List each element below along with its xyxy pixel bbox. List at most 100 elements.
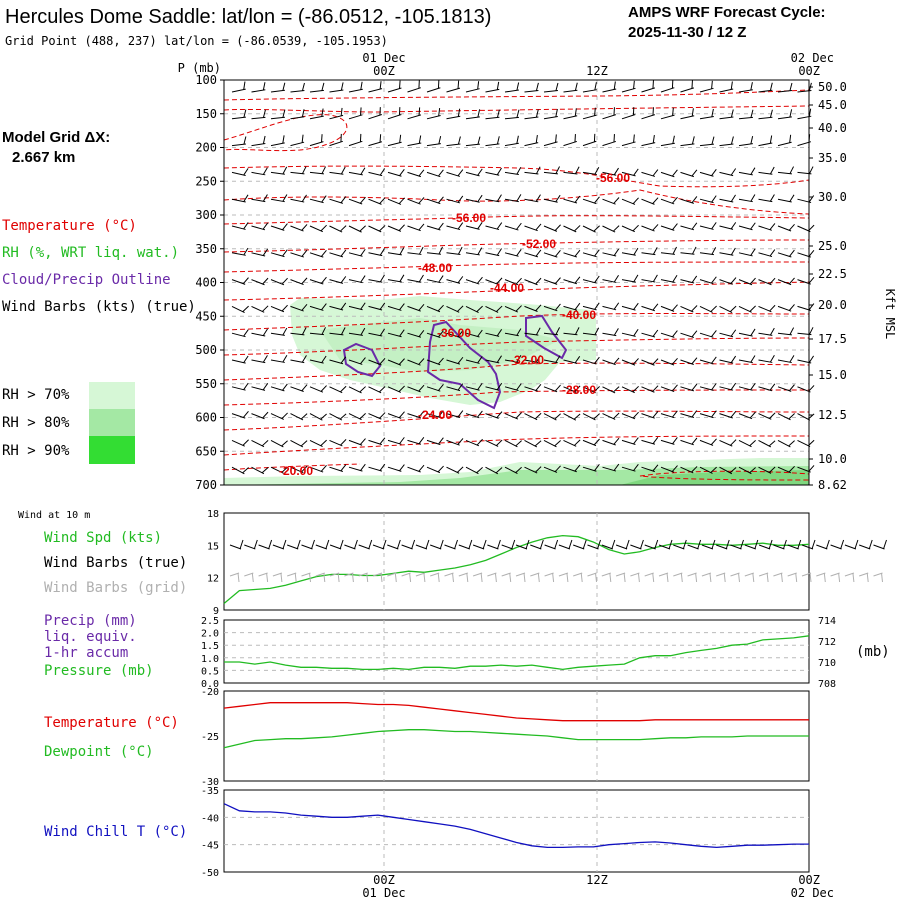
height-tick-label: 50.0 — [818, 80, 847, 94]
wind-barb — [485, 81, 500, 93]
wind-barb — [485, 109, 500, 120]
wind-barb-staff — [290, 305, 304, 312]
wind-barb-staff — [680, 143, 695, 147]
wind-barb — [660, 410, 678, 419]
wind-barb-feather — [730, 382, 737, 390]
wind-barb-feather — [633, 134, 635, 143]
wind-barb-staff — [563, 332, 578, 336]
wind-barb — [563, 356, 581, 364]
wind-barb — [407, 135, 422, 147]
wind-barb — [680, 196, 698, 204]
wind-barbs-grid-label: Wind Barbs (grid) — [44, 580, 187, 596]
wind-barb-feather — [398, 197, 405, 205]
wind-barb — [641, 224, 659, 232]
wind-barb-staff — [660, 87, 675, 93]
wind-barb-feather — [808, 249, 815, 257]
wind-barb — [563, 134, 578, 147]
wind-barb-feather — [555, 134, 557, 143]
wind-barb — [524, 166, 541, 175]
wind-barb-feather — [652, 358, 659, 365]
wind-barb — [563, 302, 581, 311]
wind-barb-staff — [426, 115, 441, 120]
wind-barb-feather — [574, 82, 578, 91]
wind-barb — [582, 275, 600, 284]
temperature-contour — [223, 165, 810, 188]
wind-barb-staff — [270, 386, 285, 392]
wind-barb-feather — [808, 108, 812, 117]
cycle-value: 2025-11-30 / 12 Z — [628, 24, 746, 41]
wind-barb-feather — [353, 539, 358, 550]
wind-barb — [348, 107, 363, 120]
wind-barb-feather — [496, 109, 500, 118]
wind-barb-feather — [537, 572, 540, 583]
wind-barb — [329, 327, 346, 336]
wind-barb — [407, 330, 425, 338]
wind-barb-feather — [509, 572, 512, 583]
wind-barb — [407, 464, 425, 473]
wind-barb-feather — [320, 276, 327, 284]
wind-barb — [621, 80, 636, 93]
legend-temperature: Temperature (°C) — [2, 218, 137, 234]
wind-barb — [309, 134, 324, 147]
wind-barb-feather — [379, 168, 386, 176]
wind-barb-staff — [797, 225, 811, 233]
bottom-time-1: 12Z — [586, 873, 608, 887]
wind-barb-feather — [339, 539, 344, 550]
wind-barb — [738, 222, 756, 231]
wind-barb — [563, 82, 578, 93]
wind-barb-staff — [485, 439, 499, 447]
wind-barb-staff — [290, 359, 305, 364]
wind-barb-grid — [558, 572, 569, 583]
wind-barb-staff — [251, 305, 265, 313]
wind-barb-grid — [730, 572, 740, 583]
wind-barb-feather — [477, 222, 483, 230]
wind-barb — [290, 303, 308, 312]
wind-barb-feather — [749, 439, 756, 447]
wind-barb-staff — [641, 198, 655, 205]
wind-barb-feather — [320, 385, 327, 392]
y-tick-label: -25 — [201, 732, 219, 743]
wind-barb-feather — [854, 539, 859, 550]
wind-barb-feather — [782, 539, 787, 550]
wind-barb-staff — [758, 386, 773, 392]
y-right-tick-label: 708 — [818, 679, 836, 690]
wind-barb-staff — [602, 466, 617, 472]
wind-barb-staff — [309, 115, 324, 120]
wind-barb-grid — [244, 572, 254, 583]
wind-barb-staff — [290, 439, 304, 448]
wind-barb-staff — [426, 198, 441, 205]
wind-barb-feather — [262, 328, 268, 336]
wind-barb — [329, 196, 347, 204]
wind-barb — [407, 358, 425, 366]
pressure-tick-label: 650 — [195, 444, 217, 458]
wind-barb-staff — [738, 359, 753, 364]
wind-barb — [290, 277, 308, 286]
wind-barb-staff — [738, 386, 753, 391]
wind-barb — [348, 302, 366, 311]
wind-barb-feather — [750, 135, 754, 145]
wind-barb-staff — [290, 386, 304, 392]
wind-barb-staff — [504, 332, 519, 337]
wind-barb-staff — [716, 544, 728, 550]
top-date-0: 01 Dec — [362, 51, 405, 65]
wind-barb-feather — [321, 82, 325, 91]
wind-barb — [504, 167, 522, 176]
wind-barb — [699, 222, 717, 230]
wind-barb-feather — [418, 437, 425, 445]
wind-barb — [777, 327, 795, 336]
wind-barb-feather — [399, 80, 401, 89]
wind-barb-staff — [758, 359, 773, 363]
wind-barb-staff — [719, 413, 733, 419]
wind-barb-feather — [625, 539, 630, 550]
wind-barb — [543, 134, 558, 147]
wind-barb-staff — [504, 305, 519, 313]
wind-barb — [329, 413, 347, 421]
temperature-panel: -20-25-30 — [201, 687, 810, 788]
wind-barb-feather — [457, 246, 463, 255]
wind-barb — [446, 222, 464, 231]
wind-barb-true — [329, 539, 344, 550]
wind-barb — [446, 108, 461, 120]
wind-barb-feather — [516, 328, 522, 336]
wind-barb-staff — [272, 572, 283, 577]
wind-barb-staff — [563, 413, 577, 421]
